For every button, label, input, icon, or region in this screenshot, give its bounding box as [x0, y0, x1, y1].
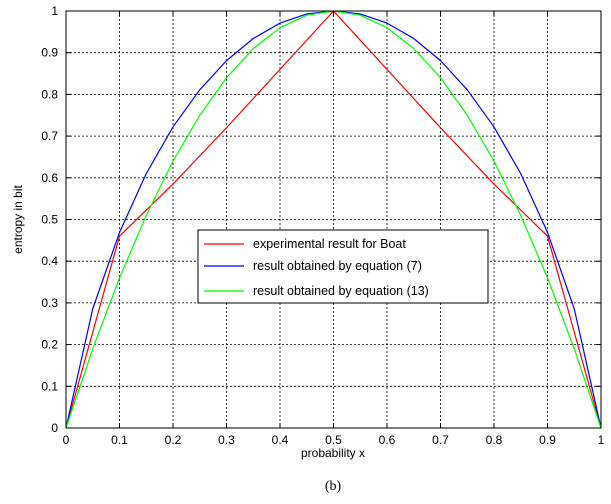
y-tick-label: 0.7 [41, 129, 58, 143]
legend: experimental result for Boat result obta… [197, 229, 489, 304]
legend-box [197, 229, 489, 304]
y-axis-label: entropy in bit [11, 184, 25, 253]
x-tick-label: 0.6 [379, 433, 396, 447]
y-tick-label: 0.3 [41, 296, 58, 310]
axis-ticks: 0 0.1 0.2 0.3 0.4 0.5 0.6 0.7 0.8 0.9 1 0 0.1 0.2 0.3 0… [41, 4, 604, 447]
x-tick-label: 0.4 [272, 433, 289, 447]
x-axis-label: probability x [301, 446, 365, 460]
x-tick-label: 0.3 [218, 433, 235, 447]
x-tick-label: 0.9 [539, 433, 556, 447]
y-tick-label: 0.8 [41, 87, 58, 101]
y-tick-label: 0.9 [41, 46, 58, 60]
y-tick-label: 0.2 [41, 338, 58, 352]
x-tick-label: 0.1 [111, 433, 128, 447]
legend-label-boat: experimental result for Boat [253, 237, 406, 251]
x-tick-label: 0 [63, 433, 70, 447]
legend-label-eq13: result obtained by equation (13) [253, 284, 429, 298]
x-tick-label: 1 [598, 433, 605, 447]
y-tick-label: 0.4 [41, 254, 58, 268]
y-tick-label: 0.6 [41, 171, 58, 185]
grid-lines [66, 11, 601, 428]
legend-label-eq7: result obtained by equation (7) [253, 259, 422, 273]
x-tick-label: 0.8 [486, 433, 503, 447]
y-tick-label: 0.1 [41, 379, 58, 393]
y-tick-label: 1 [51, 4, 58, 18]
y-tick-label: 0 [51, 421, 58, 435]
figure-caption: (b) [325, 479, 342, 494]
x-tick-label: 0.7 [432, 433, 449, 447]
x-tick-label: 0.2 [165, 433, 182, 447]
y-tick-label: 0.5 [41, 213, 58, 227]
x-tick-label: 0.5 [325, 433, 342, 447]
